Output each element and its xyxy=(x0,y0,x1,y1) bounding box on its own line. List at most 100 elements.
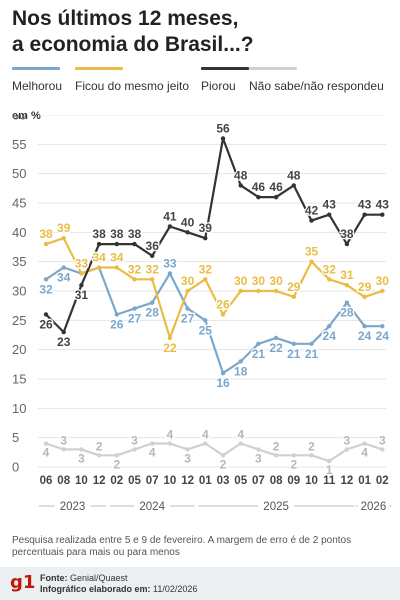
data-label: 43 xyxy=(323,198,337,212)
x-tick-label: 01 xyxy=(199,475,212,487)
legend-label-piorou: Piorou xyxy=(201,79,236,93)
x-tick-label: 10 xyxy=(305,475,318,487)
data-point xyxy=(327,277,332,282)
data-label: 24 xyxy=(323,329,337,343)
data-point xyxy=(203,441,208,446)
data-point xyxy=(309,341,314,346)
data-point xyxy=(43,277,49,282)
data-point xyxy=(96,241,102,247)
data-label: 34 xyxy=(92,251,106,265)
x-tick-label: 07 xyxy=(146,475,159,487)
data-point xyxy=(380,212,385,217)
source-label: Fonte: xyxy=(40,573,68,583)
data-label: 30 xyxy=(181,274,195,288)
data-point xyxy=(273,453,279,458)
data-point xyxy=(43,441,49,446)
series-line xyxy=(45,266,383,375)
data-point xyxy=(309,218,314,223)
title-line-2: a economia do Brasil...? xyxy=(12,33,254,56)
data-label: 46 xyxy=(269,180,283,194)
x-tick-label: 05 xyxy=(234,475,247,487)
data-point xyxy=(256,341,261,346)
data-label: 2 xyxy=(96,439,103,453)
legend-swatch-piorou xyxy=(201,67,249,70)
data-point xyxy=(96,265,102,270)
x-tick-label: 10 xyxy=(164,475,177,487)
data-point xyxy=(185,230,190,235)
data-point xyxy=(327,458,332,464)
data-point xyxy=(203,277,208,282)
x-tick-label: 08 xyxy=(270,475,283,487)
data-point xyxy=(380,288,385,294)
x-tick-label: 06 xyxy=(40,475,53,487)
data-label: 39 xyxy=(57,221,71,235)
data-point xyxy=(114,265,120,270)
data-label: 56 xyxy=(216,121,230,135)
data-point xyxy=(79,447,84,452)
data-point xyxy=(132,241,137,247)
data-label: 25 xyxy=(199,323,213,337)
data-point xyxy=(273,288,279,294)
data-label: 32 xyxy=(199,262,213,276)
data-label: 30 xyxy=(269,274,283,288)
data-point xyxy=(220,453,226,458)
data-label: 3 xyxy=(344,433,351,447)
data-label: 22 xyxy=(163,341,177,355)
data-label: 23 xyxy=(57,335,71,349)
series-line xyxy=(45,442,383,463)
data-label: 34 xyxy=(92,251,106,265)
year-label: 2024 xyxy=(139,501,165,513)
data-point xyxy=(167,271,173,276)
data-label: 35 xyxy=(305,245,319,259)
data-point xyxy=(380,324,385,329)
legend-swatch-melhorou xyxy=(12,67,60,70)
y-tick-label: 0 xyxy=(12,460,19,475)
title-line-1: Nos últimos 12 meses, xyxy=(12,7,239,30)
data-label: 26 xyxy=(39,317,53,331)
data-label: 38 xyxy=(340,227,354,241)
x-tick-label: 10 xyxy=(75,475,88,487)
data-point xyxy=(61,329,66,335)
legend-label-ficou: Ficou do mesmo jeito xyxy=(75,79,190,93)
data-point xyxy=(362,294,367,300)
data-label: 4 xyxy=(149,446,156,460)
data-point xyxy=(238,441,243,446)
data-label: 26 xyxy=(110,317,124,331)
data-label: 30 xyxy=(252,274,266,288)
data-label: 21 xyxy=(252,347,266,361)
y-tick-label: 50 xyxy=(12,166,26,181)
data-point xyxy=(43,241,49,247)
source-info: Fonte: Genial/Quaest Infográfico elabora… xyxy=(40,573,197,595)
data-label: 4 xyxy=(43,446,50,460)
data-label: 34 xyxy=(110,251,124,265)
data-label: 21 xyxy=(287,347,301,361)
data-point xyxy=(114,241,120,247)
x-tick-label: 01 xyxy=(358,475,371,487)
data-label: 31 xyxy=(340,268,354,282)
data-label: 31 xyxy=(75,288,89,302)
data-label: 24 xyxy=(358,329,372,343)
legend-swatch-nao-sabe xyxy=(249,67,297,70)
data-point xyxy=(61,447,66,452)
data-point xyxy=(132,277,137,282)
data-point xyxy=(256,447,261,452)
data-label: 39 xyxy=(199,221,213,235)
data-point xyxy=(114,312,120,317)
data-label: 2 xyxy=(308,439,315,453)
data-point xyxy=(150,441,155,446)
data-label: 32 xyxy=(39,282,53,296)
data-point xyxy=(344,447,350,452)
data-point xyxy=(380,447,385,452)
y-tick-label: 55 xyxy=(12,137,26,152)
data-label: 32 xyxy=(323,262,337,276)
data-point xyxy=(43,312,49,317)
y-tick-label: 15 xyxy=(12,372,26,387)
y-tick-label: 45 xyxy=(12,196,26,211)
y-tick-label: 60 xyxy=(12,115,26,123)
data-label: 48 xyxy=(234,168,248,182)
y-tick-label: 5 xyxy=(12,430,19,445)
y-tick-label: 30 xyxy=(12,284,26,299)
data-label: 43 xyxy=(376,198,390,212)
data-point xyxy=(327,212,332,217)
data-point xyxy=(256,194,261,200)
